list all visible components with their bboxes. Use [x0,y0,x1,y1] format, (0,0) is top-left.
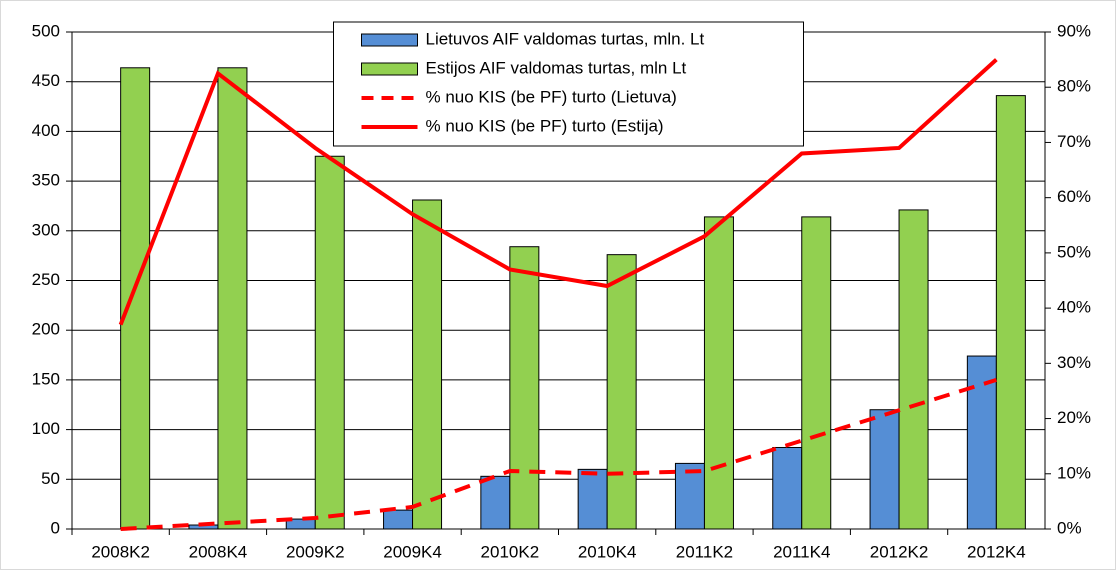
bar [314,155,345,530]
x-tick-label: 2008K4 [189,542,248,561]
y2-tick-label: 0% [1057,518,1082,537]
y2-tick-label: 50% [1057,242,1091,261]
x-tick-label: 2009K4 [383,542,442,561]
bar [772,446,803,530]
bar [801,216,832,530]
y-tick-label: 200 [32,320,60,339]
bar [120,67,151,530]
x-tick-label: 2008K2 [91,542,150,561]
y2-tick-label: 10% [1057,463,1091,482]
y2-tick-label: 80% [1057,77,1091,96]
legend-label: % nuo KIS (be PF) turto (Estija) [426,116,664,135]
y-tick-label: 450 [32,71,60,90]
bar [995,95,1026,530]
x-tick-label: 2010K4 [578,542,637,561]
line [120,377,997,531]
bar [966,355,997,530]
y-tick-label: 350 [32,171,60,190]
y-tick-label: 300 [32,220,60,239]
y2-tick-label: 60% [1057,187,1091,206]
legend-label: Estijos AIF valdomas turtas, mln Lt [426,58,687,77]
y-tick-label: 400 [32,121,60,140]
line [118,58,998,326]
bar [480,475,511,530]
y-tick-label: 100 [32,419,60,438]
y-tick-label: 150 [32,369,60,388]
legend-swatch [361,62,418,76]
y2-tick-label: 70% [1057,132,1091,151]
bar [383,509,414,530]
x-tick-label: 2009K2 [286,542,345,561]
x-tick-label: 2011K4 [773,542,830,561]
bar [509,246,540,530]
y2-tick-label: 30% [1057,353,1091,372]
y2-tick-label: 40% [1057,298,1091,317]
bar [412,199,443,530]
bar [898,209,929,530]
bar [703,216,734,530]
x-tick-label: 2011K2 [676,542,733,561]
y-tick-label: 500 [32,21,60,40]
bar [577,468,608,530]
y-tick-label: 250 [32,270,60,289]
bar [606,254,637,530]
y-tick-label: 50 [41,469,60,488]
bar [217,67,248,530]
legend-label: % nuo KIS (be PF) turto (Lietuva) [426,87,677,106]
y2-tick-label: 20% [1057,408,1091,427]
legend-swatch [361,33,418,47]
y-tick-label: 0 [51,518,60,537]
x-tick-label: 2012K4 [967,542,1026,561]
legend-label: Lietuvos AIF valdomas turtas, mln. Lt [426,29,705,48]
y2-tick-label: 90% [1057,21,1091,40]
x-tick-label: 2012K2 [870,542,929,561]
bar [869,409,900,530]
x-tick-label: 2010K2 [481,542,540,561]
